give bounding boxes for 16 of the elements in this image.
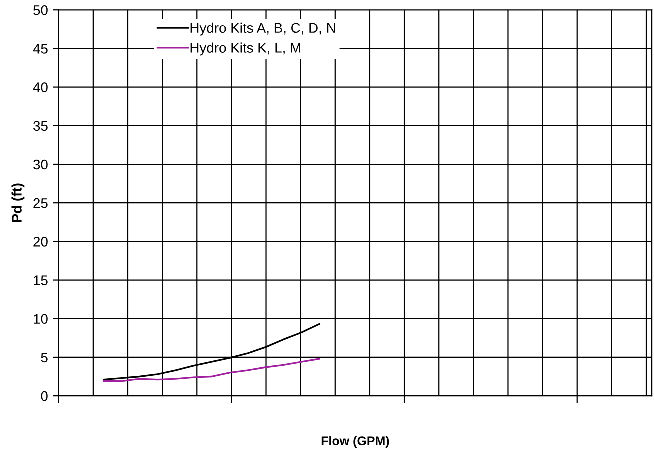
y-tick-label: 35 xyxy=(34,121,48,132)
line-series xyxy=(102,358,320,382)
y-tick-label: 5 xyxy=(41,352,48,363)
y-tick-label: 25 xyxy=(34,198,48,208)
x-axis-title: Flow (GPM) xyxy=(322,436,390,448)
y-tick-label: 10 xyxy=(34,314,48,324)
y-tick-label: 0 xyxy=(41,391,48,402)
y-tick-label: 15 xyxy=(34,276,48,286)
y-tick-label: 40 xyxy=(33,82,48,92)
y-tick-label: 50 xyxy=(34,5,48,16)
y-axis-title: Pd (ft) xyxy=(12,184,25,222)
legend-label: Hydro Kits A, B, C, D, N xyxy=(190,22,336,36)
y-tick-label: 30 xyxy=(34,160,48,170)
legend-label: Hydro Kits K, L, M xyxy=(190,42,300,56)
y-tick-label: 45 xyxy=(33,44,48,54)
y-tick-label: 20 xyxy=(34,237,48,247)
